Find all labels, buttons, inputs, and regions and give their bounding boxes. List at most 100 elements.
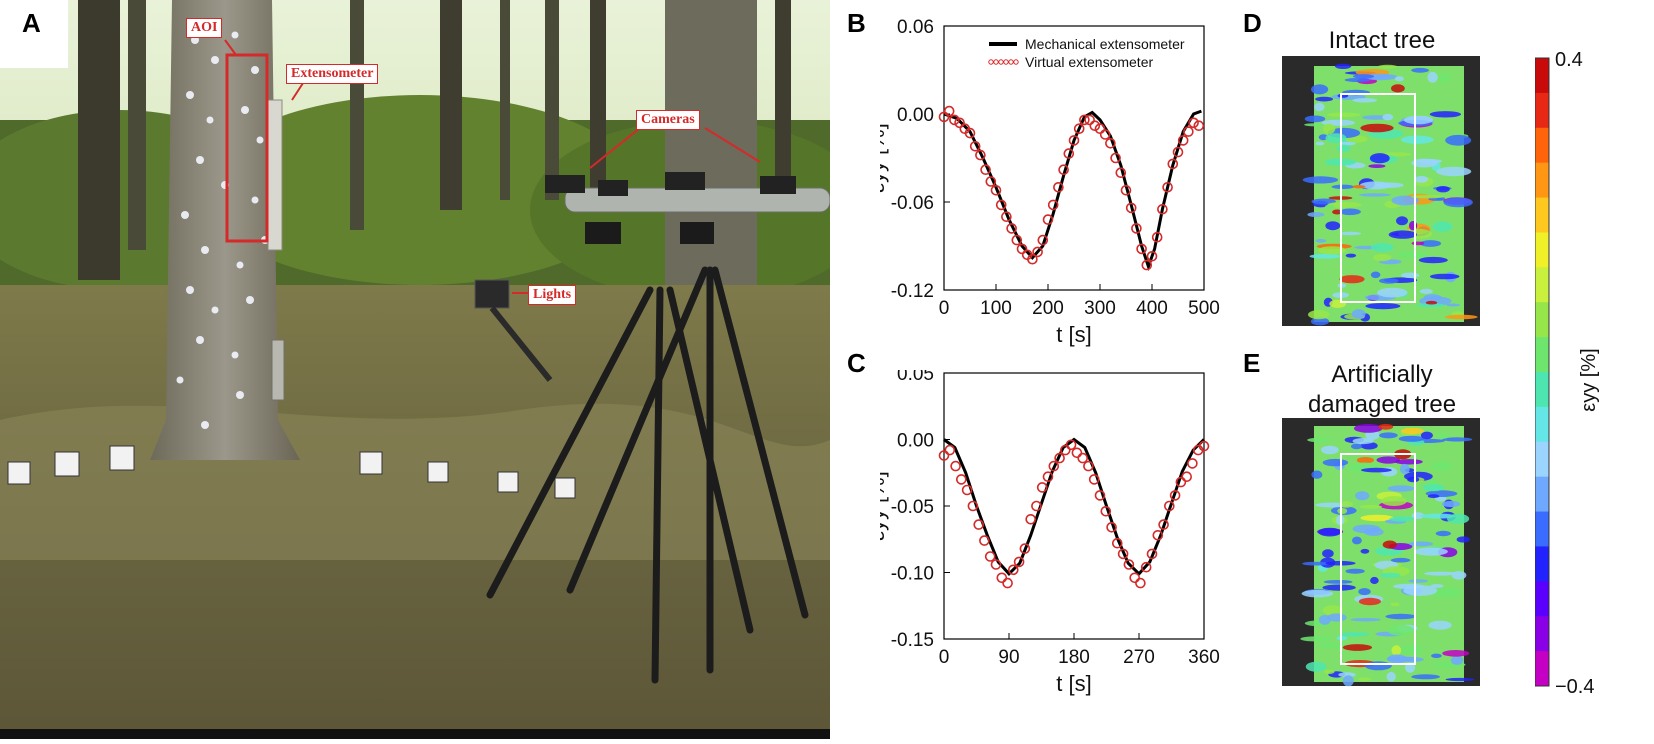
strain-blob bbox=[1411, 241, 1425, 246]
strain-blob bbox=[1323, 669, 1335, 674]
cameras-label: Cameras bbox=[636, 110, 700, 130]
data-point bbox=[1016, 243, 1028, 255]
strain-blob bbox=[1379, 278, 1399, 284]
strain-blob bbox=[1391, 84, 1405, 93]
field-setup-photo: AOI Extensometer Cameras Lights A bbox=[0, 0, 870, 739]
legend-swatch-marker bbox=[993, 59, 999, 65]
y-tick-label: 0.05 bbox=[897, 370, 934, 385]
x-tick-label: 200 bbox=[1032, 298, 1064, 319]
data-point bbox=[1019, 543, 1031, 554]
legend-swatch-marker bbox=[988, 59, 994, 65]
colorbar-band bbox=[1535, 58, 1549, 94]
strain-blob bbox=[1387, 485, 1415, 492]
strain-blob bbox=[1339, 275, 1365, 284]
strain-blob bbox=[1388, 230, 1417, 239]
data-point bbox=[1163, 500, 1175, 512]
data-point bbox=[975, 149, 986, 161]
strain-blob bbox=[1411, 67, 1429, 73]
extensometer-label: Extensometer bbox=[286, 64, 379, 84]
legend-swatch-marker bbox=[998, 59, 1004, 65]
lights-label: Lights bbox=[528, 285, 577, 305]
strain-blob bbox=[1435, 530, 1451, 537]
strain-blob bbox=[1429, 111, 1462, 118]
data-point bbox=[1158, 519, 1169, 530]
data-point bbox=[938, 450, 950, 461]
data-point bbox=[950, 460, 961, 472]
strain-blob bbox=[1442, 437, 1473, 442]
colorbar-band bbox=[1535, 302, 1549, 338]
strain-blob bbox=[1331, 184, 1355, 189]
colorbar-band bbox=[1535, 372, 1549, 408]
strain-blob bbox=[1427, 494, 1440, 499]
chart-b: 0 100 200 300 400 500 0.06 0.00 -0.06 -0.12 t [s] ε… bbox=[880, 17, 1220, 347]
strain-blob bbox=[1302, 561, 1329, 566]
x-tick-label: 0 bbox=[939, 647, 950, 668]
strain-blob bbox=[1300, 636, 1333, 642]
map-e-field bbox=[1300, 423, 1475, 687]
data-point bbox=[943, 105, 955, 117]
data-point bbox=[1060, 444, 1071, 456]
x-tick-label: 180 bbox=[1058, 647, 1090, 668]
strain-blob bbox=[1419, 240, 1442, 247]
data-point bbox=[1099, 129, 1111, 140]
strain-blob bbox=[1370, 243, 1394, 252]
panel-letter-b: B bbox=[847, 8, 866, 38]
legend-swatch-marker bbox=[1008, 59, 1014, 65]
strain-blob bbox=[1375, 182, 1404, 188]
data-point bbox=[944, 444, 956, 456]
strain-blob bbox=[1456, 536, 1470, 543]
colorbar-band bbox=[1535, 162, 1549, 199]
strain-blob bbox=[1368, 164, 1386, 169]
strain-blob bbox=[1416, 303, 1445, 308]
strain-blob bbox=[1377, 287, 1408, 298]
strain-blob bbox=[1423, 294, 1442, 301]
strain-blob bbox=[1431, 587, 1462, 598]
data-point bbox=[969, 141, 981, 152]
strain-blob bbox=[1431, 461, 1453, 471]
strain-blob bbox=[1428, 620, 1452, 630]
strain-blob bbox=[1304, 123, 1325, 127]
data-point bbox=[984, 551, 996, 562]
data-point bbox=[954, 117, 965, 129]
x-axis-title: t [s] bbox=[1056, 671, 1091, 696]
strain-blob bbox=[1326, 613, 1347, 622]
strain-blob bbox=[1427, 71, 1438, 83]
legend-swatch-marker bbox=[1003, 59, 1009, 65]
strain-blob bbox=[1305, 661, 1327, 672]
panel-letter-a: A bbox=[22, 8, 41, 38]
strain-blob bbox=[1420, 513, 1456, 519]
data-point bbox=[1112, 537, 1123, 549]
chart-c: 0 90 180 270 360 0.05 0.00 -0.05 -0.10 -0.15 t [s]… bbox=[880, 370, 1220, 696]
strain-blob bbox=[1339, 632, 1370, 637]
data-point bbox=[1181, 471, 1193, 482]
strain-blob bbox=[1352, 74, 1375, 79]
data-point bbox=[1083, 460, 1094, 472]
strain-blob bbox=[1339, 501, 1353, 508]
strain-blob bbox=[1418, 256, 1448, 264]
legend-entry: Mechanical extensometer bbox=[1025, 36, 1185, 52]
data-point bbox=[1136, 243, 1147, 255]
strain-blob bbox=[1377, 64, 1398, 69]
map-e-aoi-box bbox=[1340, 453, 1416, 665]
strain-blob bbox=[1398, 435, 1425, 442]
strain-blob bbox=[1432, 221, 1453, 232]
strain-blob bbox=[1360, 123, 1394, 133]
data-point bbox=[1141, 259, 1153, 271]
strain-blob bbox=[1420, 431, 1433, 440]
strain-blob bbox=[1325, 221, 1341, 231]
strain-blob bbox=[1325, 204, 1335, 208]
strain-blob bbox=[1308, 310, 1330, 320]
series-scatter-virtual-extensometer bbox=[938, 439, 1210, 589]
strain-blob bbox=[1352, 438, 1374, 445]
x-tick-label: 360 bbox=[1188, 647, 1220, 668]
strain-blob bbox=[1429, 273, 1460, 280]
data-point bbox=[949, 114, 960, 126]
strain-blob bbox=[1396, 216, 1408, 226]
strain-blob bbox=[1382, 540, 1397, 549]
strain-blob bbox=[1418, 159, 1442, 164]
data-point bbox=[1025, 514, 1036, 525]
data-point bbox=[973, 519, 984, 530]
strain-blob bbox=[1359, 193, 1391, 197]
strain-blob bbox=[1380, 572, 1401, 578]
y-axis-title: εyy [%] bbox=[880, 123, 889, 193]
